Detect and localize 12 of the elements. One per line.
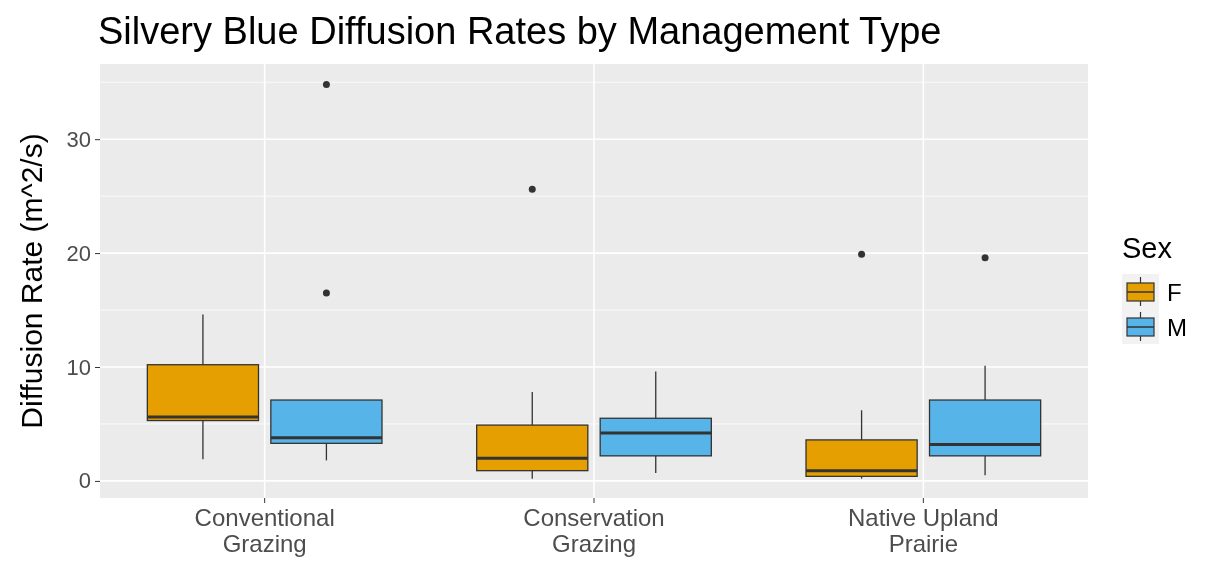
y-tick-label: 20 [66,240,91,266]
y-tick-label: 0 [78,468,91,494]
y-tick-label: 10 [66,354,91,380]
y-axis-title: Diffusion Rate (m^2/s) [15,133,48,429]
chart-title: Silvery Blue Diffusion Rates by Management Type [98,10,942,52]
x-tick-label: Conservation Grazing [523,504,665,558]
legend-label: M [1167,314,1187,341]
y-tick-label: 30 [66,126,91,152]
legend-label: F [1167,279,1182,306]
x-tick-label: Conventional Grazing [194,504,335,558]
legend-title: Sex [1122,232,1173,264]
x-tick-label: Native Upland Prairie [847,504,999,558]
